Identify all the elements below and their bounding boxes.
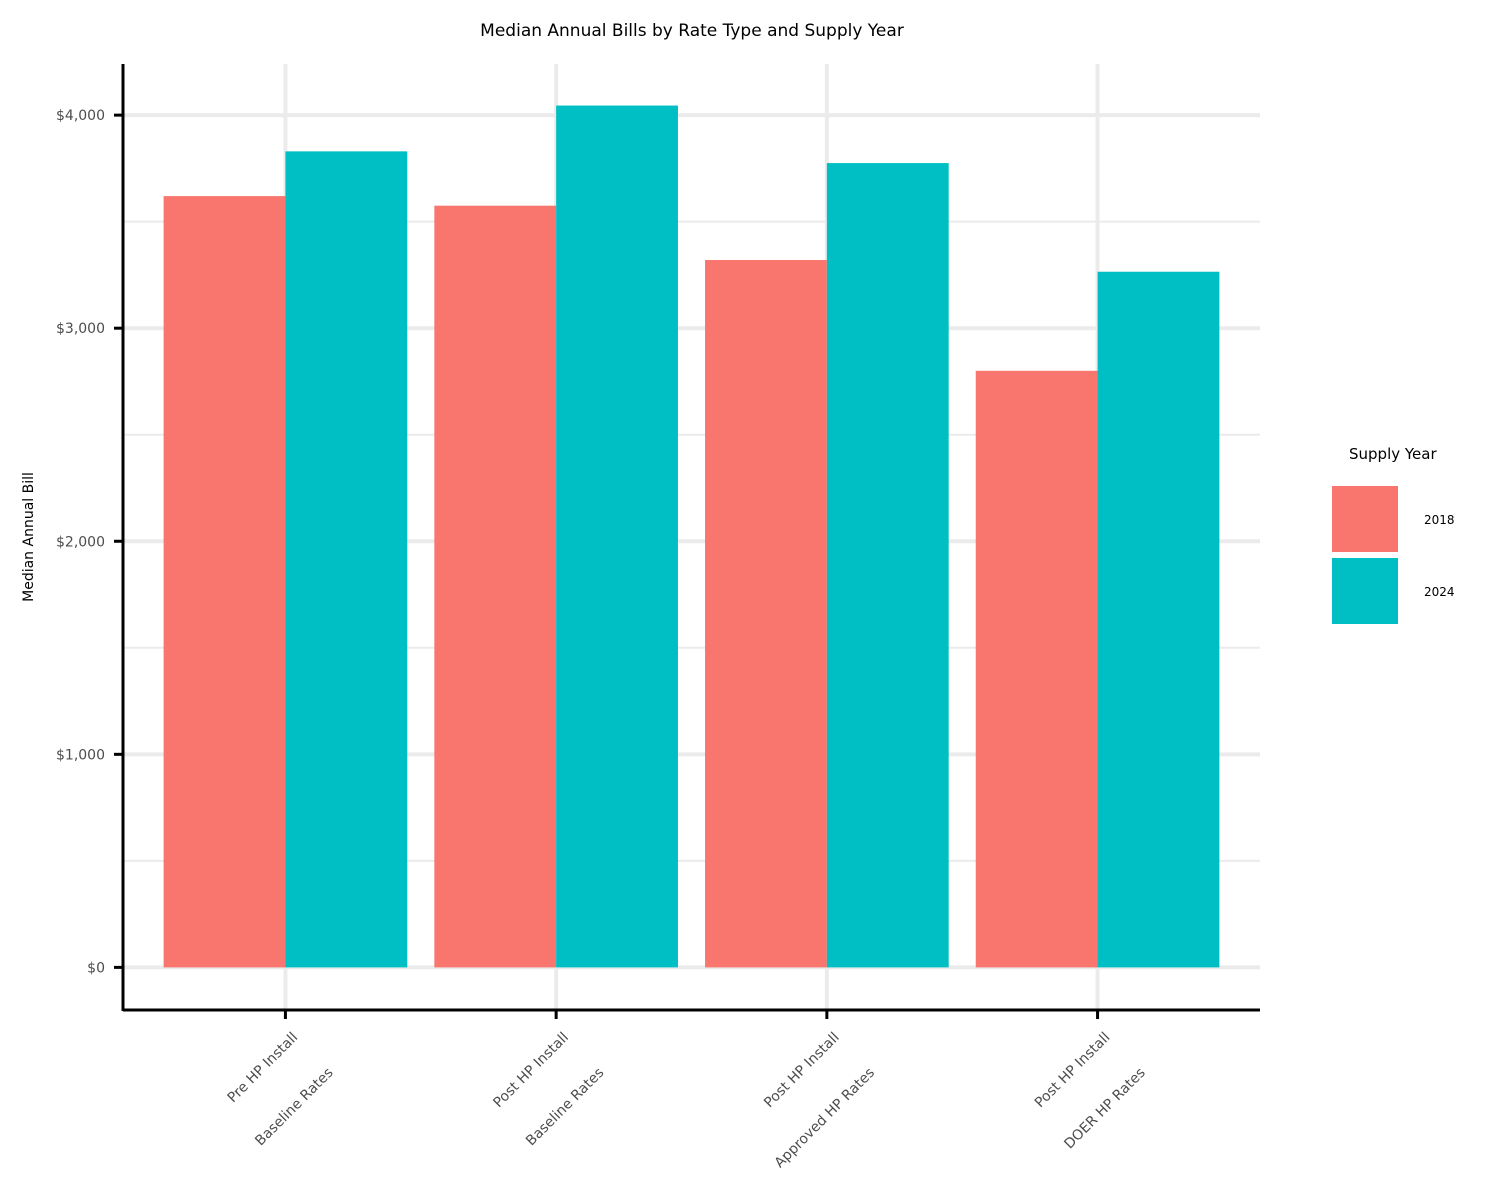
legend-key-2024 bbox=[1332, 558, 1398, 624]
legend-label-2018: 2018 bbox=[1424, 513, 1455, 527]
y-tick-label: $2,000 bbox=[56, 534, 105, 550]
chart-title: Median Annual Bills by Rate Type and Sup… bbox=[480, 21, 904, 41]
y-tick-label: $1,000 bbox=[56, 747, 105, 763]
y-tick-label: $3,000 bbox=[56, 321, 105, 337]
bar-2018-0 bbox=[163, 196, 286, 968]
bar-2024-2 bbox=[826, 163, 949, 968]
bar-2024-1 bbox=[556, 105, 678, 968]
bar-2018-2 bbox=[705, 260, 827, 968]
bar-2024-3 bbox=[1097, 271, 1220, 968]
legend-key-2018 bbox=[1332, 486, 1398, 552]
bar-2018-3 bbox=[975, 370, 1098, 968]
y-tick-label: $4,000 bbox=[56, 108, 105, 124]
y-axis-title: Median Annual Bill bbox=[21, 472, 37, 602]
bars bbox=[163, 105, 1220, 968]
y-tick-label: $0 bbox=[87, 960, 105, 976]
bar-2024-0 bbox=[285, 151, 408, 968]
bar-2018-1 bbox=[434, 205, 557, 968]
legend: Supply Year 2018 2024 bbox=[1332, 445, 1455, 624]
legend-label-2024: 2024 bbox=[1424, 585, 1455, 599]
legend-title: Supply Year bbox=[1349, 445, 1437, 463]
